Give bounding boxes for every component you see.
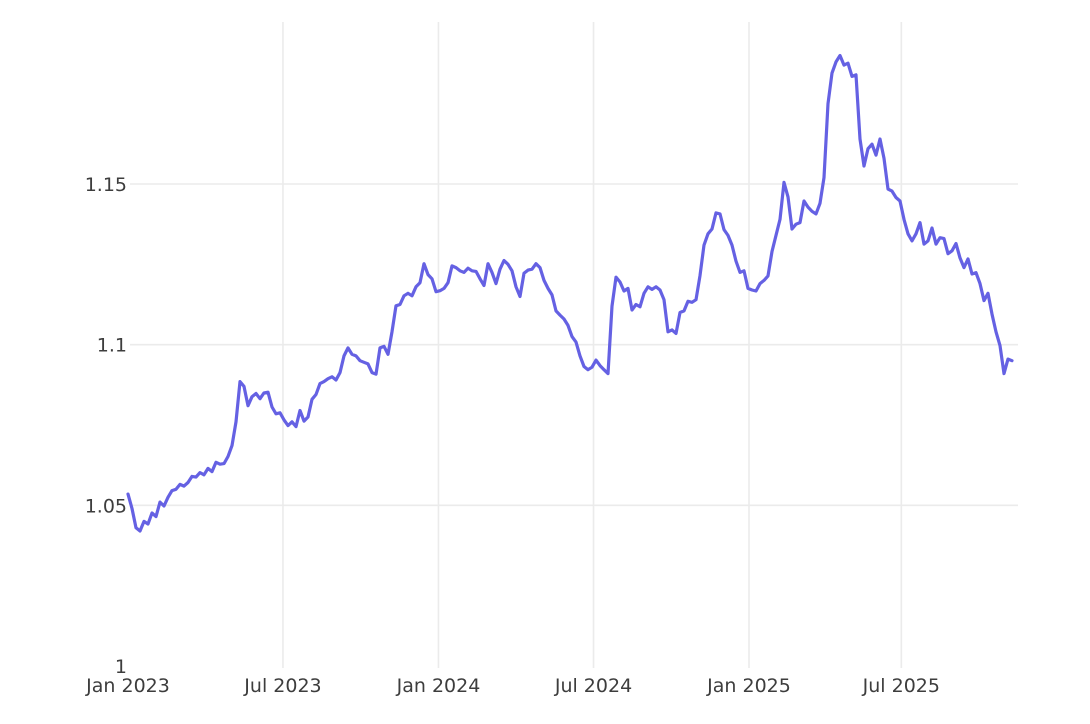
x-axis-tick-label: Jan 2023 (85, 675, 170, 697)
series-group (126, 53, 1014, 533)
y-axis-tick-label: 1.1 (97, 335, 127, 357)
axis-labels-group: 1 1.05 1.1 1.15 Jan 2023 Jul 2023 Jan 2024 Jul … (85, 174, 940, 697)
y-axis-tick-label: 1.15 (85, 174, 127, 196)
y-axis-tick-label: 1 (115, 656, 127, 678)
price-line (126, 53, 1014, 533)
x-axis-tick-label: Jul 2025 (862, 675, 940, 697)
x-axis-tick-label: Jan 2024 (396, 675, 481, 697)
y-axis-tick-label: 1.05 (85, 495, 127, 517)
gridlines-group (130, 22, 1018, 668)
x-axis-tick-label: Jan 2025 (706, 675, 791, 697)
x-axis-tick-label: Jul 2024 (554, 675, 632, 697)
x-axis-tick-label: Jul 2023 (243, 675, 321, 697)
